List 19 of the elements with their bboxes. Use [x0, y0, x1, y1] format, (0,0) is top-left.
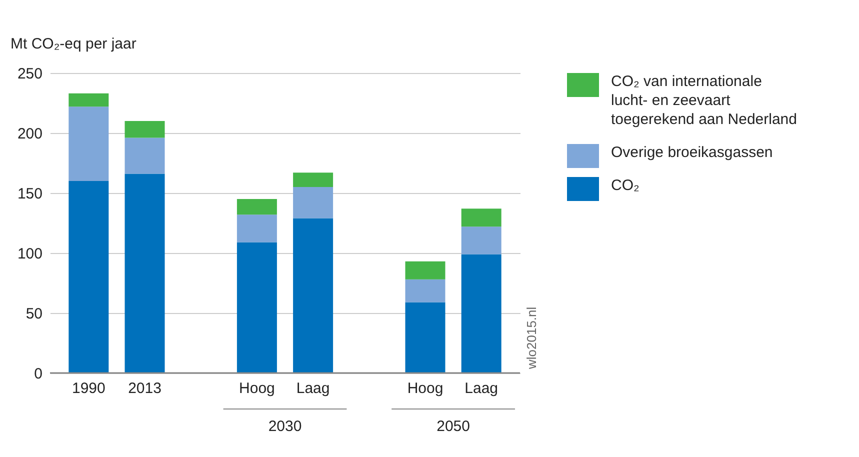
- text: 2050: [436, 418, 470, 435]
- y-tick-label: 50: [26, 306, 42, 322]
- y-tick-label: 200: [17, 126, 42, 142]
- x-tick-label: 2013: [128, 380, 162, 397]
- y-tick-label: 250: [17, 66, 42, 82]
- legend-label: CO₂ van internationale lucht- en zeevaart toegerekend aan Nederland: [611, 73, 797, 128]
- x-tick-label: Laag: [296, 380, 330, 397]
- y-axis-title: Mt CO₂-eq per jaar: [10, 36, 136, 52]
- y-tick-label: 0: [34, 366, 42, 382]
- x-tick-label: Hoog: [407, 380, 444, 397]
- x-tick-label: 1990: [72, 380, 106, 397]
- y-tick-label: 100: [17, 246, 42, 262]
- legend-label: Overige broeikasgassen: [611, 144, 773, 161]
- y-tick-label: 150: [17, 186, 42, 202]
- x-tick-label: Hoog: [239, 380, 275, 397]
- text: 2030: [268, 418, 302, 435]
- legend-label: CO₂: [611, 177, 640, 194]
- x-tick-label: Laag: [464, 380, 498, 397]
- text: wlo2015.nl: [524, 306, 539, 370]
